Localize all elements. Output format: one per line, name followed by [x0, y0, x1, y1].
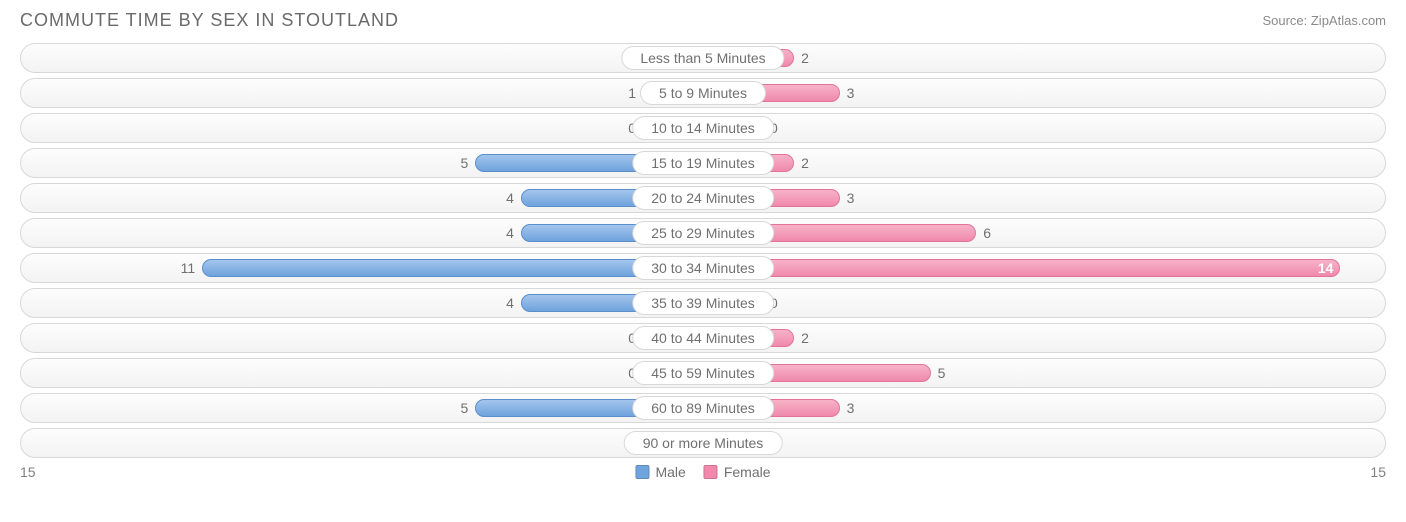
- male-value: 5: [461, 400, 477, 416]
- male-value: 4: [506, 225, 522, 241]
- female-half: 0: [703, 429, 1385, 457]
- female-half: 6: [703, 219, 1385, 247]
- chart-row: 0 5 45 to 59 Minutes: [20, 358, 1386, 388]
- female-value: 2: [793, 330, 809, 346]
- female-half: 0: [703, 114, 1385, 142]
- female-value: 2: [793, 155, 809, 171]
- chart-row: 4 035 to 39 Minutes: [20, 288, 1386, 318]
- male-half: 0: [21, 44, 703, 72]
- male-bar: 11: [202, 259, 703, 277]
- chart-row: 5 3 60 to 89 Minutes: [20, 393, 1386, 423]
- female-half: 3: [703, 79, 1385, 107]
- category-label: 90 or more Minutes: [624, 431, 783, 455]
- chart-row: 0010 to 14 Minutes: [20, 113, 1386, 143]
- male-half: 11: [21, 254, 703, 282]
- category-label: 40 to 44 Minutes: [632, 326, 774, 350]
- female-value: 3: [839, 190, 855, 206]
- female-half: 14: [703, 254, 1385, 282]
- male-half: 4: [21, 289, 703, 317]
- male-half: 0: [21, 359, 703, 387]
- female-value: 5: [930, 365, 946, 381]
- male-half: 4: [21, 184, 703, 212]
- chart-row: 1 3 5 to 9 Minutes: [20, 78, 1386, 108]
- male-half: 4: [21, 219, 703, 247]
- chart-header: COMMUTE TIME BY SEX IN STOUTLAND Source:…: [20, 10, 1386, 31]
- category-label: Less than 5 Minutes: [621, 46, 784, 70]
- male-value: 11: [181, 260, 204, 276]
- female-value: 14: [1318, 260, 1334, 276]
- axis-labels: 15 Male Female 15: [20, 464, 1386, 480]
- legend: Male Female: [635, 464, 770, 480]
- category-label: 20 to 24 Minutes: [632, 186, 774, 210]
- legend-item-female: Female: [704, 464, 771, 480]
- chart-title: COMMUTE TIME BY SEX IN STOUTLAND: [20, 10, 399, 31]
- category-label: 30 to 34 Minutes: [632, 256, 774, 280]
- category-label: 15 to 19 Minutes: [632, 151, 774, 175]
- category-label: 35 to 39 Minutes: [632, 291, 774, 315]
- axis-right-max: 15: [1370, 464, 1386, 480]
- female-half: 5: [703, 359, 1385, 387]
- chart-row: 0090 or more Minutes: [20, 428, 1386, 458]
- chart-row: 4 6 25 to 29 Minutes: [20, 218, 1386, 248]
- category-label: 10 to 14 Minutes: [632, 116, 774, 140]
- category-label: 45 to 59 Minutes: [632, 361, 774, 385]
- male-half: 5: [21, 394, 703, 422]
- category-label: 60 to 89 Minutes: [632, 396, 774, 420]
- chart-row: 5 2 15 to 19 Minutes: [20, 148, 1386, 178]
- female-half: 0: [703, 289, 1385, 317]
- diverging-bar-chart: 02Less than 5 Minutes135 to 9 Minutes001…: [20, 43, 1386, 458]
- category-label: 25 to 29 Minutes: [632, 221, 774, 245]
- male-swatch-icon: [635, 465, 649, 479]
- category-label: 5 to 9 Minutes: [640, 81, 766, 105]
- chart-row: 11 14 30 to 34 Minutes: [20, 253, 1386, 283]
- female-half: 3: [703, 184, 1385, 212]
- male-half: 5: [21, 149, 703, 177]
- female-value: 6: [975, 225, 991, 241]
- female-half: 2: [703, 324, 1385, 352]
- chart-source: Source: ZipAtlas.com: [1262, 13, 1386, 28]
- female-bar: 14: [703, 259, 1340, 277]
- female-value: 3: [839, 85, 855, 101]
- legend-label-female: Female: [724, 464, 771, 480]
- female-half: 3: [703, 394, 1385, 422]
- axis-left-max: 15: [20, 464, 36, 480]
- female-half: 2: [703, 44, 1385, 72]
- male-value: 4: [506, 190, 522, 206]
- female-swatch-icon: [704, 465, 718, 479]
- female-value: 2: [793, 50, 809, 66]
- male-half: 1: [21, 79, 703, 107]
- female-value: 3: [839, 400, 855, 416]
- male-half: 0: [21, 324, 703, 352]
- legend-item-male: Male: [635, 464, 685, 480]
- male-value: 4: [506, 295, 522, 311]
- legend-label-male: Male: [655, 464, 685, 480]
- male-half: 0: [21, 114, 703, 142]
- male-value: 5: [461, 155, 477, 171]
- chart-row: 0 2 40 to 44 Minutes: [20, 323, 1386, 353]
- chart-row: 0 2 Less than 5 Minutes: [20, 43, 1386, 73]
- male-half: 0: [21, 429, 703, 457]
- chart-row: 4 3 20 to 24 Minutes: [20, 183, 1386, 213]
- female-half: 2: [703, 149, 1385, 177]
